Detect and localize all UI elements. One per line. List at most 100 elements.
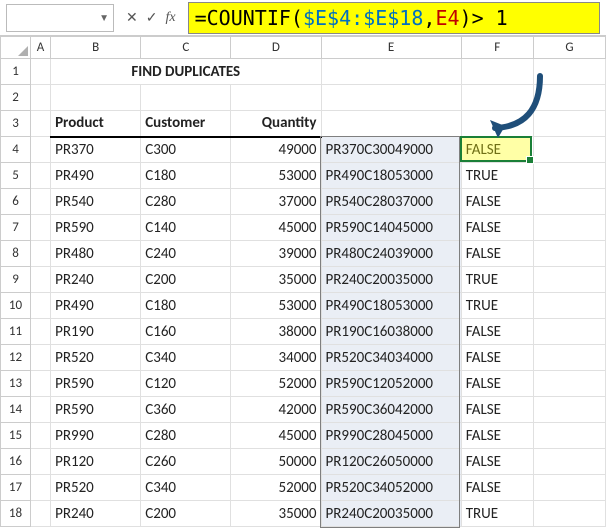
cell[interactable]: C340 (141, 345, 231, 371)
cell[interactable]: FALSE (461, 137, 533, 163)
cell[interactable] (31, 345, 51, 371)
cell[interactable]: TRUE (461, 163, 533, 189)
cell[interactable] (31, 371, 51, 397)
cell[interactable]: 37000 (231, 189, 321, 215)
cell[interactable]: C340 (141, 475, 231, 501)
cell[interactable]: PR490 (51, 293, 141, 319)
formula-input[interactable]: =COUNTIF($E$4:$E$18, E4) > 1 (188, 2, 600, 34)
cell[interactable]: PR590C12052000 (321, 371, 461, 397)
cell[interactable] (31, 423, 51, 449)
cell[interactable]: 53000 (231, 163, 321, 189)
cell[interactable]: PR540C28037000 (321, 189, 461, 215)
cell[interactable] (31, 319, 51, 345)
cancel-icon[interactable]: ✕ (126, 9, 138, 26)
cell[interactable]: 34000 (231, 345, 321, 371)
cell[interactable]: PR480C24039000 (321, 241, 461, 267)
cell[interactable]: PR490C18053000 (321, 293, 461, 319)
cell[interactable]: C240 (141, 241, 231, 267)
cell[interactable]: PR490C18053000 (321, 163, 461, 189)
cell[interactable]: C160 (141, 319, 231, 345)
col-header[interactable]: A (31, 37, 51, 59)
cell[interactable]: PR480 (51, 241, 141, 267)
cell[interactable] (533, 319, 605, 345)
cell[interactable] (51, 85, 141, 111)
cell[interactable]: PR370C30049000 (321, 137, 461, 163)
cell[interactable]: FALSE (461, 319, 533, 345)
col-header[interactable]: G (533, 37, 605, 59)
cell[interactable]: 42000 (231, 397, 321, 423)
cell[interactable] (31, 85, 51, 111)
row-header[interactable]: 7 (1, 215, 31, 241)
cell[interactable]: PR520 (51, 475, 141, 501)
cell[interactable] (31, 189, 51, 215)
cell[interactable] (461, 59, 533, 85)
col-header[interactable]: D (231, 37, 321, 59)
enter-icon[interactable]: ✓ (146, 9, 158, 26)
cell[interactable] (461, 111, 533, 137)
cell[interactable] (533, 345, 605, 371)
cell[interactable]: PR540 (51, 189, 141, 215)
cell[interactable]: TRUE (461, 293, 533, 319)
cell[interactable] (31, 397, 51, 423)
cell[interactable]: PR990 (51, 423, 141, 449)
cell[interactable] (533, 397, 605, 423)
cell[interactable]: FALSE (461, 215, 533, 241)
cell[interactable]: 50000 (231, 449, 321, 475)
cell[interactable] (31, 475, 51, 501)
row-header[interactable]: 11 (1, 319, 31, 345)
cell[interactable] (321, 85, 461, 111)
cell[interactable]: C180 (141, 293, 231, 319)
cell[interactable]: PR590C36042000 (321, 397, 461, 423)
col-header[interactable]: E (321, 37, 461, 59)
cell[interactable]: PR520C34034000 (321, 345, 461, 371)
cell[interactable] (31, 59, 51, 85)
cell[interactable]: PR190 (51, 319, 141, 345)
cell[interactable] (533, 475, 605, 501)
cell[interactable]: 38000 (231, 319, 321, 345)
cell[interactable]: C260 (141, 449, 231, 475)
cell[interactable] (533, 137, 605, 163)
row-header[interactable]: 9 (1, 267, 31, 293)
row-header[interactable]: 17 (1, 475, 31, 501)
col-header[interactable]: C (141, 37, 231, 59)
cell[interactable] (533, 501, 605, 527)
cell[interactable]: PR240 (51, 267, 141, 293)
cell[interactable]: 35000 (231, 267, 321, 293)
row-header[interactable]: 15 (1, 423, 31, 449)
fx-icon[interactable]: fx (165, 10, 175, 26)
row-header[interactable]: 12 (1, 345, 31, 371)
cell[interactable]: FALSE (461, 371, 533, 397)
cell[interactable] (533, 423, 605, 449)
cell[interactable]: C200 (141, 501, 231, 527)
row-header[interactable]: 13 (1, 371, 31, 397)
cell[interactable]: FALSE (461, 475, 533, 501)
cell[interactable]: FALSE (461, 189, 533, 215)
cell[interactable] (533, 111, 605, 137)
cell[interactable]: PR590 (51, 371, 141, 397)
cell[interactable]: PR120 (51, 449, 141, 475)
cell[interactable]: TRUE (461, 501, 533, 527)
cell[interactable]: TRUE (461, 267, 533, 293)
cell[interactable]: 39000 (231, 241, 321, 267)
cell[interactable] (31, 267, 51, 293)
cell[interactable] (533, 85, 605, 111)
cell[interactable]: Product (51, 111, 141, 137)
cell[interactable]: C140 (141, 215, 231, 241)
col-header[interactable]: B (51, 37, 141, 59)
row-header[interactable]: 5 (1, 163, 31, 189)
cell[interactable] (31, 163, 51, 189)
cell[interactable]: FALSE (461, 397, 533, 423)
cell[interactable] (533, 215, 605, 241)
row-header[interactable]: 18 (1, 501, 31, 527)
cell[interactable] (533, 59, 605, 85)
row-header[interactable]: 8 (1, 241, 31, 267)
cell[interactable] (31, 241, 51, 267)
cell[interactable]: PR590 (51, 215, 141, 241)
cell[interactable]: PR590C14045000 (321, 215, 461, 241)
cell[interactable] (141, 85, 231, 111)
cell[interactable]: C360 (141, 397, 231, 423)
cell[interactable]: PR370 (51, 137, 141, 163)
cell[interactable]: PR240 (51, 501, 141, 527)
cell[interactable] (533, 293, 605, 319)
title-cell[interactable]: FIND DUPLICATES (51, 59, 321, 85)
